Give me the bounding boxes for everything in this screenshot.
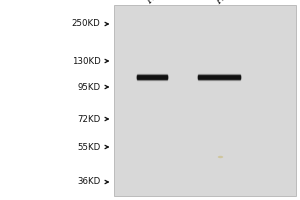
Text: 55KD: 55KD — [77, 142, 101, 152]
Bar — [114, 5, 296, 196]
Ellipse shape — [218, 156, 223, 158]
Text: 72KD: 72KD — [77, 114, 101, 123]
Text: 36KD: 36KD — [77, 178, 101, 186]
Text: 250KD: 250KD — [72, 20, 101, 28]
Text: 130KD: 130KD — [72, 56, 101, 66]
Text: Hela: Hela — [214, 0, 238, 6]
Text: 95KD: 95KD — [77, 83, 101, 92]
Text: Raji: Raji — [145, 0, 166, 6]
